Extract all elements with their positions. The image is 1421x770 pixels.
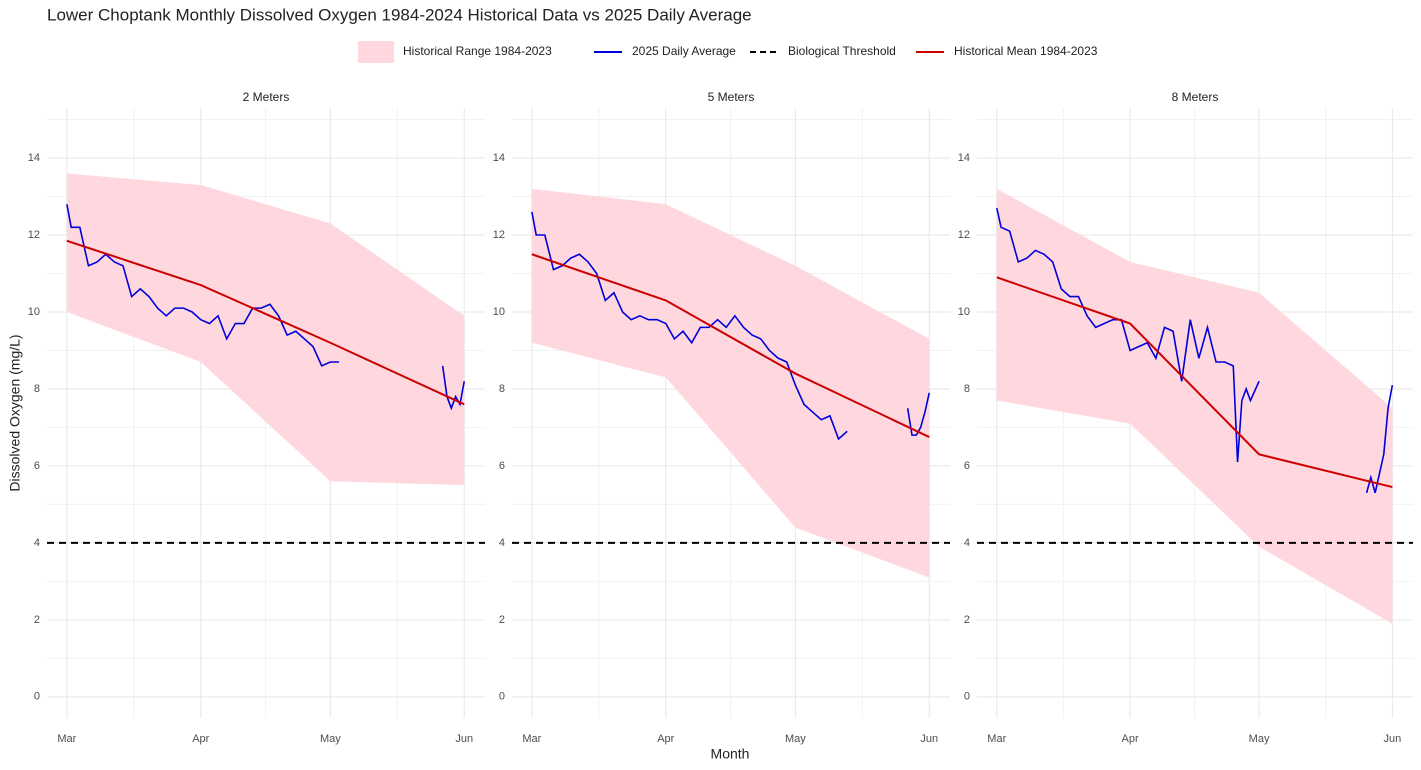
x-tick-label: May: [320, 733, 341, 745]
legend-label: Historical Mean 1984-2023: [954, 44, 1098, 58]
panel-title: 2 Meters: [243, 90, 290, 104]
x-tick-label: Apr: [657, 733, 674, 745]
y-tick-label: 4: [499, 537, 505, 549]
y-tick-label: 8: [34, 383, 40, 395]
y-tick-label: 0: [34, 691, 40, 703]
x-tick-label: Jun: [920, 733, 938, 745]
x-tick-label: Mar: [987, 733, 1006, 745]
y-tick-label: 12: [28, 229, 40, 241]
y-tick-label: 12: [493, 229, 505, 241]
legend: Historical Range 1984-2023 2025 Daily Ave…: [358, 41, 1098, 63]
y-tick-label: 14: [28, 152, 40, 164]
y-axis-label: Dissolved Oxygen (mg/L): [7, 334, 23, 491]
y-tick-label: 0: [499, 691, 505, 703]
x-tick-label: May: [785, 733, 806, 745]
daily-line: [66, 204, 466, 411]
y-tick-label: 14: [493, 152, 505, 164]
panel: 2 Meters 0 2 4 6 8 10 12 14 Mar Apr May Jun: [28, 90, 485, 745]
legend-label: 2025 Daily Average: [632, 44, 736, 58]
x-tick-label: Mar: [57, 733, 76, 745]
x-tick-label: Apr: [192, 733, 209, 745]
y-tick-label: 4: [964, 537, 970, 549]
y-tick-label: 6: [34, 460, 40, 472]
panel: 5 Meters 0 2 4 6 8 10 12 14 Mar Apr May Jun: [493, 90, 950, 745]
y-tick-label: 14: [958, 152, 970, 164]
x-tick-label: Mar: [522, 733, 541, 745]
y-tick-label: 10: [958, 306, 970, 318]
y-tick-label: 12: [958, 229, 970, 241]
y-tick-label: 8: [499, 383, 505, 395]
y-tick-label: 10: [493, 306, 505, 318]
y-tick-label: 0: [964, 691, 970, 703]
mean-line: [66, 239, 465, 406]
historical-range: [531, 188, 930, 578]
panel-title: 5 Meters: [708, 90, 755, 104]
historical-range: [996, 188, 1393, 624]
daily-line: [995, 207, 1394, 494]
y-tick-label: 8: [964, 383, 970, 395]
y-tick-label: 6: [499, 460, 505, 472]
mean-line: [531, 253, 930, 438]
x-tick-label: May: [1249, 733, 1270, 745]
mean-line: [996, 276, 1393, 489]
x-axis-label: Month: [711, 746, 750, 762]
panel: 8 Meters 0 2 4 6 8 10 12 14 Mar Apr May Jun: [958, 90, 1413, 745]
y-tick-label: 2: [964, 614, 970, 626]
historical-range: [66, 173, 465, 486]
y-tick-label: 6: [964, 460, 970, 472]
x-tick-label: Apr: [1122, 733, 1139, 745]
x-tick-label: Jun: [455, 733, 473, 745]
x-tick-label: Jun: [1383, 733, 1401, 745]
y-tick-label: 10: [28, 306, 40, 318]
y-tick-label: 2: [34, 614, 40, 626]
legend-label: Historical Range 1984-2023: [403, 44, 552, 58]
legend-swatch: [358, 41, 394, 63]
y-tick-label: 2: [499, 614, 505, 626]
legend-label: Biological Threshold: [788, 44, 896, 58]
chart-title: Lower Choptank Monthly Dissolved Oxygen …: [47, 5, 752, 24]
panel-title: 8 Meters: [1172, 90, 1219, 104]
y-tick-label: 4: [34, 537, 40, 549]
